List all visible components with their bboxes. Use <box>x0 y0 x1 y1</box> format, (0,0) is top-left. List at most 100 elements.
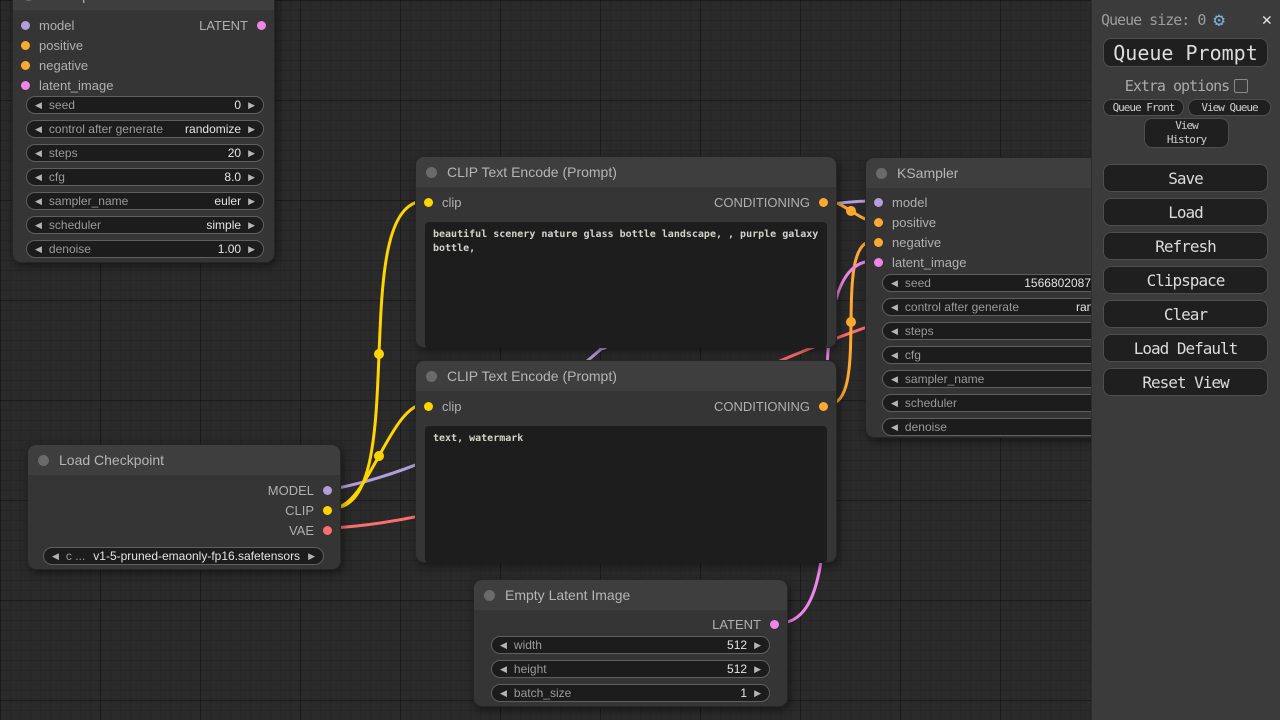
node-empty-latent-image[interactable]: Empty Latent Image LATENT ◀ width 512 ▶ … <box>473 579 788 707</box>
settings-gear-icon[interactable]: ⚙ <box>1213 8 1225 31</box>
widget-steps[interactable]: ◀ steps 20 ▶ <box>26 144 264 162</box>
view-history-button[interactable]: View History <box>1144 118 1229 148</box>
slot-dot-model-out[interactable] <box>323 485 332 495</box>
widget-seed[interactable]: ◀ seed 1566802087 <box>882 274 1154 292</box>
collapse-dot[interactable] <box>426 370 437 382</box>
widget-scheduler[interactable]: ◀ scheduler simple ▶ <box>26 216 264 234</box>
decrement-arrow-icon[interactable]: ◀ <box>35 147 42 158</box>
slot-dot-vae-out[interactable] <box>323 525 332 535</box>
widget-denoise[interactable]: ◀ denoise 1.00 ▶ <box>26 240 264 258</box>
slot-dot-negative[interactable] <box>21 60 30 70</box>
widget-value: 1566802087 <box>1024 276 1091 290</box>
decrement-arrow-icon[interactable]: ◀ <box>891 373 898 384</box>
decrement-arrow-icon[interactable]: ◀ <box>891 325 898 336</box>
node-titlebar[interactable]: Empty Latent Image <box>474 580 787 610</box>
slot-dot-positive[interactable] <box>874 217 883 227</box>
slot-dot-conditioning-out[interactable] <box>819 197 828 207</box>
node-titlebar[interactable]: KSampler <box>13 0 274 10</box>
slot-dot-latent-image[interactable] <box>21 80 30 90</box>
increment-arrow-icon[interactable]: ▶ <box>754 663 761 674</box>
widget-sampler-name[interactable]: ◀ sampler_name euler ▶ <box>26 192 264 210</box>
slot-dot-conditioning-out[interactable] <box>819 401 828 411</box>
increment-arrow-icon[interactable]: ▶ <box>754 639 761 650</box>
queue-front-button[interactable]: Queue Front <box>1103 99 1184 116</box>
next-option-arrow-icon[interactable]: ▶ <box>308 550 315 561</box>
node-titlebar[interactable]: CLIP Text Encode (Prompt) <box>416 361 836 391</box>
widget-batch-size[interactable]: ◀ batch_size 1 ▶ <box>491 684 770 702</box>
slot-dot-latent-out[interactable] <box>257 20 266 30</box>
slot-dot-latent-image[interactable] <box>874 257 883 267</box>
increment-arrow-icon[interactable]: ▶ <box>248 147 255 158</box>
decrement-arrow-icon[interactable]: ◀ <box>35 123 42 134</box>
decrement-arrow-icon[interactable]: ◀ <box>500 639 507 650</box>
widget-ckpt-name[interactable]: ◀ c ... v1-5-pruned-emaonly-fp16.safeten… <box>43 547 324 565</box>
increment-arrow-icon[interactable]: ▶ <box>248 171 255 182</box>
collapse-dot[interactable] <box>426 166 437 178</box>
widget-control-after-generate[interactable]: ◀ control after generate randomize ▶ <box>26 120 264 138</box>
decrement-arrow-icon[interactable]: ◀ <box>891 397 898 408</box>
decrement-arrow-icon[interactable]: ◀ <box>891 277 898 288</box>
increment-arrow-icon[interactable]: ▶ <box>248 243 255 254</box>
increment-arrow-icon[interactable]: ▶ <box>248 123 255 134</box>
slot-dot-model[interactable] <box>874 197 883 207</box>
view-queue-button[interactable]: View Queue <box>1188 99 1271 116</box>
close-icon[interactable]: ✕ <box>1261 10 1272 30</box>
node-load-checkpoint[interactable]: Load Checkpoint MODEL CLIP VAE ◀ c ... v… <box>27 444 341 570</box>
refresh-button[interactable]: Refresh <box>1103 232 1268 260</box>
node-ksampler-left[interactable]: KSampler model LATENT positive negative … <box>12 0 275 263</box>
decrement-arrow-icon[interactable]: ◀ <box>891 349 898 360</box>
decrement-arrow-icon[interactable]: ◀ <box>891 301 898 312</box>
widget-seed[interactable]: ◀ seed 0 ▶ <box>26 96 264 114</box>
widget-width[interactable]: ◀ width 512 ▶ <box>491 636 770 654</box>
decrement-arrow-icon[interactable]: ◀ <box>891 421 898 432</box>
decrement-arrow-icon[interactable]: ◀ <box>500 687 507 698</box>
decrement-arrow-icon[interactable]: ◀ <box>35 219 42 230</box>
decrement-arrow-icon[interactable]: ◀ <box>35 99 42 110</box>
slot-dot-latent-out[interactable] <box>770 619 779 629</box>
node-titlebar[interactable]: CLIP Text Encode (Prompt) <box>416 157 836 187</box>
slot-dot-clip-out[interactable] <box>323 505 332 515</box>
decrement-arrow-icon[interactable]: ◀ <box>35 243 42 254</box>
clear-button[interactable]: Clear <box>1103 300 1268 328</box>
widget-label: denoise <box>48 242 91 256</box>
slot-dot-clip[interactable] <box>424 401 433 411</box>
prompt-textarea[interactable]: beautiful scenery nature glass bottle la… <box>425 222 827 348</box>
collapse-dot[interactable] <box>23 0 34 1</box>
decrement-arrow-icon[interactable]: ◀ <box>500 663 507 674</box>
node-titlebar[interactable]: Load Checkpoint <box>28 445 340 475</box>
increment-arrow-icon[interactable]: ▶ <box>754 687 761 698</box>
increment-arrow-icon[interactable]: ▶ <box>248 219 255 230</box>
widget-label: cfg <box>48 170 65 184</box>
slot-dot-model[interactable] <box>21 20 30 30</box>
increment-arrow-icon[interactable]: ▶ <box>248 99 255 110</box>
widget-cfg[interactable]: ◀ cfg 8.0 ▶ <box>26 168 264 186</box>
collapse-dot[interactable] <box>876 167 887 179</box>
prev-option-arrow-icon[interactable]: ◀ <box>52 550 59 561</box>
decrement-arrow-icon[interactable]: ◀ <box>35 171 42 182</box>
output-label-latent: LATENT <box>199 17 248 33</box>
slot-dot-negative[interactable] <box>874 237 883 247</box>
collapse-dot[interactable] <box>484 589 495 601</box>
input-label-clip: clip <box>442 194 462 210</box>
widget-value: 512 <box>727 662 748 676</box>
reset-view-button[interactable]: Reset View <box>1103 368 1268 396</box>
prompt-textarea[interactable]: text, watermark <box>425 426 827 563</box>
queue-prompt-button[interactable]: Queue Prompt <box>1103 38 1268 67</box>
slot-dot-clip[interactable] <box>424 197 433 207</box>
save-button[interactable]: Save <box>1103 164 1268 192</box>
node-clip-text-encode-positive[interactable]: CLIP Text Encode (Prompt) clip CONDITION… <box>415 156 837 348</box>
node-title: CLIP Text Encode (Prompt) <box>447 164 617 180</box>
increment-arrow-icon[interactable]: ▶ <box>248 195 255 206</box>
node-title: KSampler <box>897 165 959 181</box>
collapse-dot[interactable] <box>38 454 49 466</box>
widget-label: control after generate <box>904 300 1019 314</box>
input-label-latent-image: latent_image <box>39 77 114 93</box>
slot-dot-positive[interactable] <box>21 40 30 50</box>
load-default-button[interactable]: Load Default <box>1103 334 1268 362</box>
extra-options-checkbox[interactable] <box>1234 79 1249 93</box>
widget-height[interactable]: ◀ height 512 ▶ <box>491 660 770 678</box>
decrement-arrow-icon[interactable]: ◀ <box>35 195 42 206</box>
node-clip-text-encode-negative[interactable]: CLIP Text Encode (Prompt) clip CONDITION… <box>415 360 837 563</box>
clipspace-button[interactable]: Clipspace <box>1103 266 1268 294</box>
load-button[interactable]: Load <box>1103 198 1268 226</box>
